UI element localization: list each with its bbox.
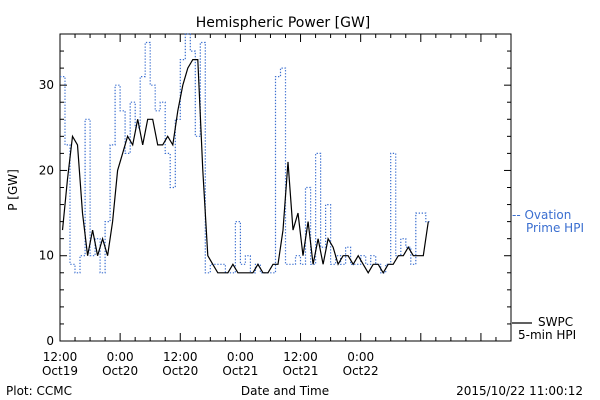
legend-ovation-label-2: Prime HPI — [526, 221, 584, 235]
x-tick-label-date: Oct21 — [222, 364, 258, 378]
y-tick-label: 20 — [39, 163, 54, 177]
x-tick-label: 0:00 — [347, 350, 374, 364]
x-tick-label: 12:00 — [163, 350, 198, 364]
series-layer — [60, 33, 431, 274]
footer-left: Plot: CCMC — [6, 384, 72, 398]
y-axis: 0 10 20 30 — [39, 33, 511, 348]
x-tick-label: 12:00 — [283, 350, 318, 364]
series-line-swpc — [61, 59, 429, 274]
x-tick-label-date: Oct19 — [42, 364, 78, 378]
x-axis: 12:00Oct190:00Oct2012:00Oct200:00Oct2112… — [42, 34, 512, 378]
x-tick-label-date: Oct21 — [283, 364, 319, 378]
series-line-ovation — [60, 33, 431, 274]
y-tick-label: 30 — [39, 78, 54, 92]
y-axis-label: P [GW] — [6, 169, 20, 211]
chart-title: Hemispheric Power [GW] — [196, 15, 371, 31]
x-tick-label-date: Oct20 — [162, 364, 198, 378]
x-tick-label-date: Oct20 — [102, 364, 138, 378]
y-tick-label: 0 — [46, 334, 54, 348]
x-tick-label: 0:00 — [107, 350, 134, 364]
x-axis-label: Date and Time — [241, 384, 329, 398]
y-tick-label: 10 — [39, 249, 54, 263]
x-tick-label-date: Oct22 — [343, 364, 379, 378]
footer-right: 2015/10/22 11:00:12 — [456, 384, 583, 398]
legend-ovation-label: -- Ovation — [512, 208, 571, 222]
legend-swpc-label-2: 5-min HPI — [518, 328, 576, 342]
x-tick-label: 0:00 — [227, 350, 254, 364]
legend-swpc-label: SWPC — [538, 315, 573, 329]
x-tick-label: 12:00 — [43, 350, 78, 364]
